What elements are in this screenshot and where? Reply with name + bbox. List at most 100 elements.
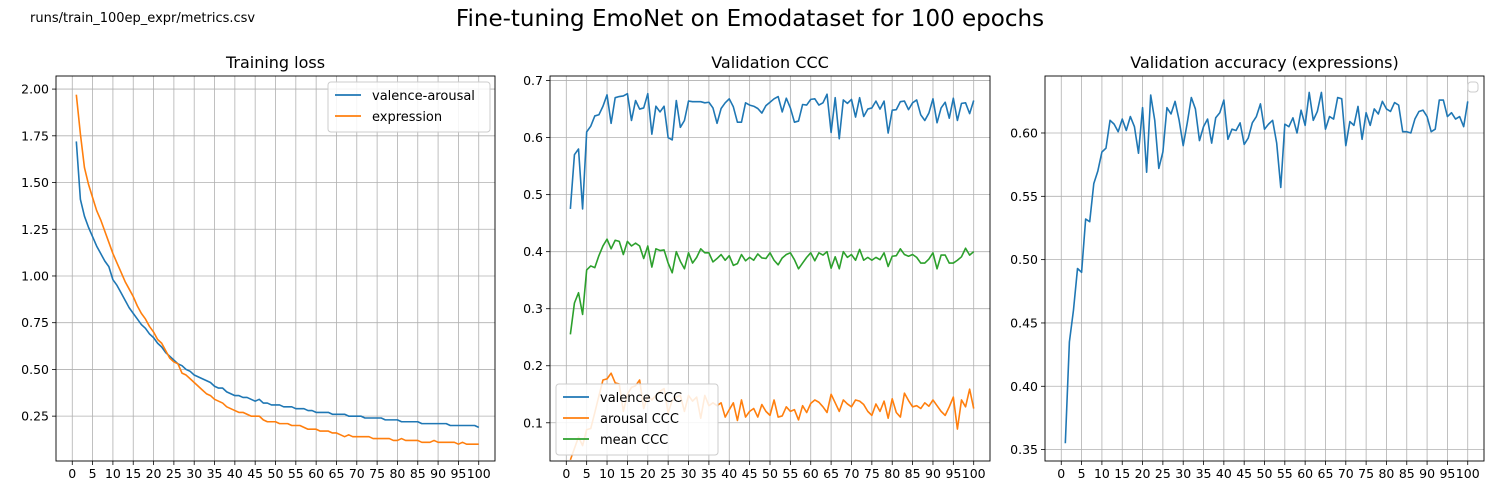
y-tick-label: 0.4: [523, 244, 543, 259]
x-tick-label: 55: [782, 466, 798, 481]
x-tick-label: 45: [742, 466, 758, 481]
legend: valence CCC arousal CCC mean CCC: [555, 383, 719, 456]
x-tick-label: 100: [1456, 466, 1480, 481]
x-tick-label: 30: [186, 466, 202, 481]
x-tick-label: 0: [68, 466, 76, 481]
x-tick-label: 100: [962, 466, 986, 481]
x-tick-label: 20: [640, 466, 656, 481]
x-tick-label: 90: [1419, 466, 1435, 481]
y-tick-label: 0.7: [523, 73, 543, 88]
x-tick-label: 75: [369, 466, 385, 481]
y-tick-label: 1.75: [21, 128, 49, 143]
x-tick-label: 35: [1196, 466, 1212, 481]
x-tick-label: 0: [1057, 466, 1065, 481]
x-tick-label: 5: [1078, 466, 1086, 481]
legend-box: [1467, 81, 1479, 93]
legend-label: mean CCC: [600, 433, 668, 448]
x-tick-label: 20: [146, 466, 162, 481]
legend: [1467, 81, 1479, 93]
chart-3: Validation accuracy (expressions) 0 5 10 15 2…: [1010, 53, 1485, 481]
x-tick-label: 50: [762, 466, 778, 481]
series-line-3: [569, 238, 975, 335]
x-tick-label: 90: [430, 466, 446, 481]
x-tick-label: 60: [803, 466, 819, 481]
x-tick-label: 0: [562, 466, 570, 481]
x-tick-label: 85: [410, 466, 426, 481]
series-line-1: [1064, 91, 1469, 444]
figure-suptitle: Fine-tuning EmoNet on Emodataset for 100…: [455, 6, 1045, 32]
x-tick-label: 55: [288, 466, 304, 481]
series-line-2: [569, 372, 975, 461]
y-tick-label: 2.00: [21, 82, 49, 97]
y-tick-label: 0.6: [523, 130, 543, 145]
legend: valence-arousal expression: [327, 81, 491, 133]
chart-title: Validation accuracy (expressions): [1130, 53, 1399, 72]
chart-1: Training loss 0 5 10 15 20 25 30 35 40 45 50 55 60 65 7…: [21, 53, 496, 481]
axes-frame: [549, 75, 991, 462]
series-line-1: [569, 92, 975, 210]
x-tick-label: 80: [884, 466, 900, 481]
x-tick-label: 10: [1094, 466, 1110, 481]
legend-label: valence CCC: [600, 391, 682, 406]
chart-title: Validation CCC: [711, 53, 829, 72]
axes-frame: [55, 75, 496, 462]
y-tick-label: 0.35: [1010, 442, 1038, 457]
y-tick-label: 1.50: [21, 175, 49, 190]
axes-frame: [1044, 75, 1485, 462]
x-tick-label: 95: [945, 466, 961, 481]
x-tick-label: 35: [207, 466, 223, 481]
x-tick-label: 70: [844, 466, 860, 481]
x-tick-label: 25: [1155, 466, 1171, 481]
y-tick-label: 0.50: [1010, 252, 1038, 267]
x-tick-label: 25: [660, 466, 676, 481]
x-tick-label: 5: [583, 466, 591, 481]
y-tick-label: 0.40: [1010, 379, 1038, 394]
x-tick-label: 15: [125, 466, 141, 481]
x-tick-label: 10: [105, 466, 121, 481]
x-tick-label: 95: [450, 466, 466, 481]
x-tick-label: 60: [308, 466, 324, 481]
legend-box: [555, 383, 719, 456]
x-tick-label: 50: [1257, 466, 1273, 481]
x-tick-label: 30: [1175, 466, 1191, 481]
x-tick-label: 100: [467, 466, 491, 481]
legend-label: arousal CCC: [600, 412, 679, 427]
x-tick-label: 40: [721, 466, 737, 481]
x-tick-label: 65: [329, 466, 345, 481]
x-tick-label: 45: [1236, 466, 1252, 481]
series-line-1: [75, 141, 480, 429]
x-tick-label: 55: [1277, 466, 1293, 481]
y-tick-label: 0.50: [21, 362, 49, 377]
x-tick-label: 70: [349, 466, 365, 481]
y-tick-label: 1.00: [21, 268, 49, 283]
x-tick-label: 5: [89, 466, 97, 481]
y-tick-label: 0.75: [21, 315, 49, 330]
x-tick-label: 80: [389, 466, 405, 481]
x-tick-label: 25: [166, 466, 182, 481]
x-tick-label: 40: [1216, 466, 1232, 481]
legend-label: valence-arousal: [372, 89, 475, 104]
x-tick-label: 85: [905, 466, 921, 481]
x-tick-label: 20: [1135, 466, 1151, 481]
y-tick-label: 0.3: [523, 301, 543, 316]
legend-label: expression: [372, 110, 442, 125]
x-tick-label: 85: [1399, 466, 1415, 481]
series-line-2: [75, 94, 479, 445]
x-tick-label: 35: [701, 466, 717, 481]
x-tick-label: 65: [823, 466, 839, 481]
x-tick-label: 45: [247, 466, 263, 481]
x-tick-label: 15: [1114, 466, 1130, 481]
x-tick-label: 15: [619, 466, 635, 481]
x-tick-label: 70: [1338, 466, 1354, 481]
y-tick-label: 0.25: [21, 409, 49, 424]
y-tick-label: 0.1: [523, 415, 543, 430]
x-tick-label: 65: [1318, 466, 1334, 481]
figure-caption: runs/train_100ep_expr/metrics.csv: [30, 11, 256, 26]
x-tick-label: 10: [599, 466, 615, 481]
x-tick-label: 50: [268, 466, 284, 481]
x-tick-label: 75: [864, 466, 880, 481]
x-tick-label: 75: [1358, 466, 1374, 481]
legend-box: [327, 81, 491, 133]
y-tick-label: 1.25: [21, 222, 49, 237]
